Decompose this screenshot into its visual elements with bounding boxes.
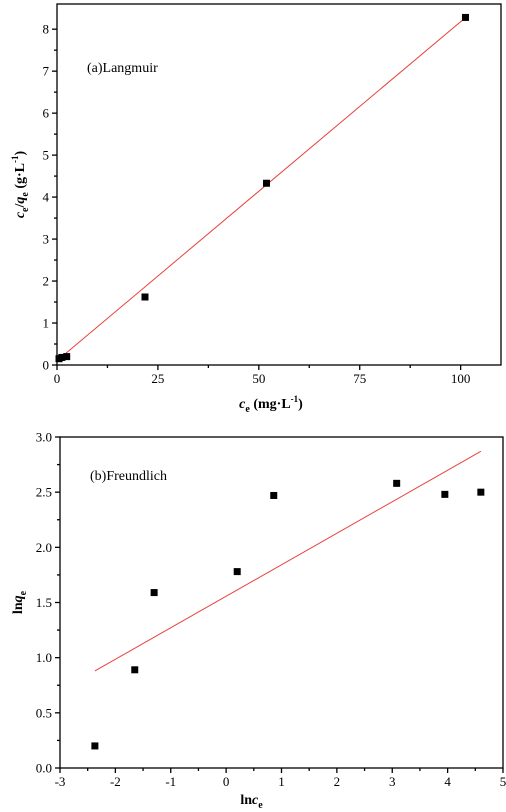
y-tick-label: 8 xyxy=(43,22,50,37)
y-axis-title: lnqe xyxy=(11,590,29,614)
data-point xyxy=(131,666,139,674)
panel-label: (a)Langmuir xyxy=(87,61,158,76)
x-tick-label: -3 xyxy=(55,774,66,789)
y-axis-title: ce/qe (g·L-1) xyxy=(10,150,31,218)
x-tick-label: 75 xyxy=(353,371,366,386)
y-tick-label: 5 xyxy=(43,148,50,163)
x-tick-label: 2 xyxy=(334,774,341,789)
x-tick-label: 5 xyxy=(500,774,506,789)
x-tick-label: 100 xyxy=(451,371,471,386)
y-tick-label: 2.5 xyxy=(36,485,52,500)
y-tick-label: 3 xyxy=(43,232,50,247)
y-tick-label: 6 xyxy=(43,106,50,121)
x-tick-label: -1 xyxy=(165,774,176,789)
y-tick-label: 0 xyxy=(43,358,50,373)
x-tick-label: 50 xyxy=(252,371,265,386)
y-tick-label: 3.0 xyxy=(36,430,52,445)
data-point xyxy=(58,353,66,361)
x-tick-label: 1 xyxy=(278,774,285,789)
data-point xyxy=(91,742,99,750)
data-point xyxy=(233,568,241,576)
y-tick-label: 1.5 xyxy=(36,595,52,610)
data-point xyxy=(262,179,270,187)
y-tick-label: 0.0 xyxy=(36,761,52,776)
x-tick-label: 0 xyxy=(223,774,230,789)
y-tick-label: 1.0 xyxy=(36,650,52,665)
y-tick-label: 2 xyxy=(43,274,50,289)
data-point xyxy=(63,353,71,361)
y-tick-label: 1 xyxy=(43,316,50,331)
data-point xyxy=(461,13,469,21)
data-point xyxy=(270,491,278,499)
data-point xyxy=(150,589,158,597)
chart-panel-freundlich: -3 -2 -1 0 1 2 3 4 5 0.0 0.5 1.0 1.5 2.0 2.5 3.0 (b)Freu… xyxy=(11,430,506,812)
plot-frame xyxy=(59,436,504,769)
fit-line xyxy=(56,16,468,362)
y-tick-label: 2.0 xyxy=(36,540,52,555)
x-axis-title: lnce xyxy=(240,793,263,811)
x-tick-label: 3 xyxy=(389,774,396,789)
data-point xyxy=(441,490,449,498)
x-tick-label: 4 xyxy=(444,774,451,789)
x-axis-title: ce (mg·L-1) xyxy=(239,394,303,415)
y-tick-label: 7 xyxy=(43,64,50,79)
data-point xyxy=(141,293,149,301)
data-point xyxy=(393,479,401,487)
x-tick-label: 0 xyxy=(54,371,61,386)
chart-panel-langmuir: 0 25 50 75 100 0 1 2 3 4 5 6 7 8 (a)Langmuir ce (mg·L-1… xyxy=(10,3,502,415)
plot-frame xyxy=(56,3,502,366)
y-tick-label: 4 xyxy=(43,190,50,205)
x-tick-label: 25 xyxy=(151,371,164,386)
fit-line xyxy=(94,450,482,672)
data-point xyxy=(477,488,485,496)
y-tick-label: 0.5 xyxy=(36,705,52,720)
panel-label: (b)Freundlich xyxy=(90,469,167,484)
x-tick-label: -2 xyxy=(110,774,121,789)
